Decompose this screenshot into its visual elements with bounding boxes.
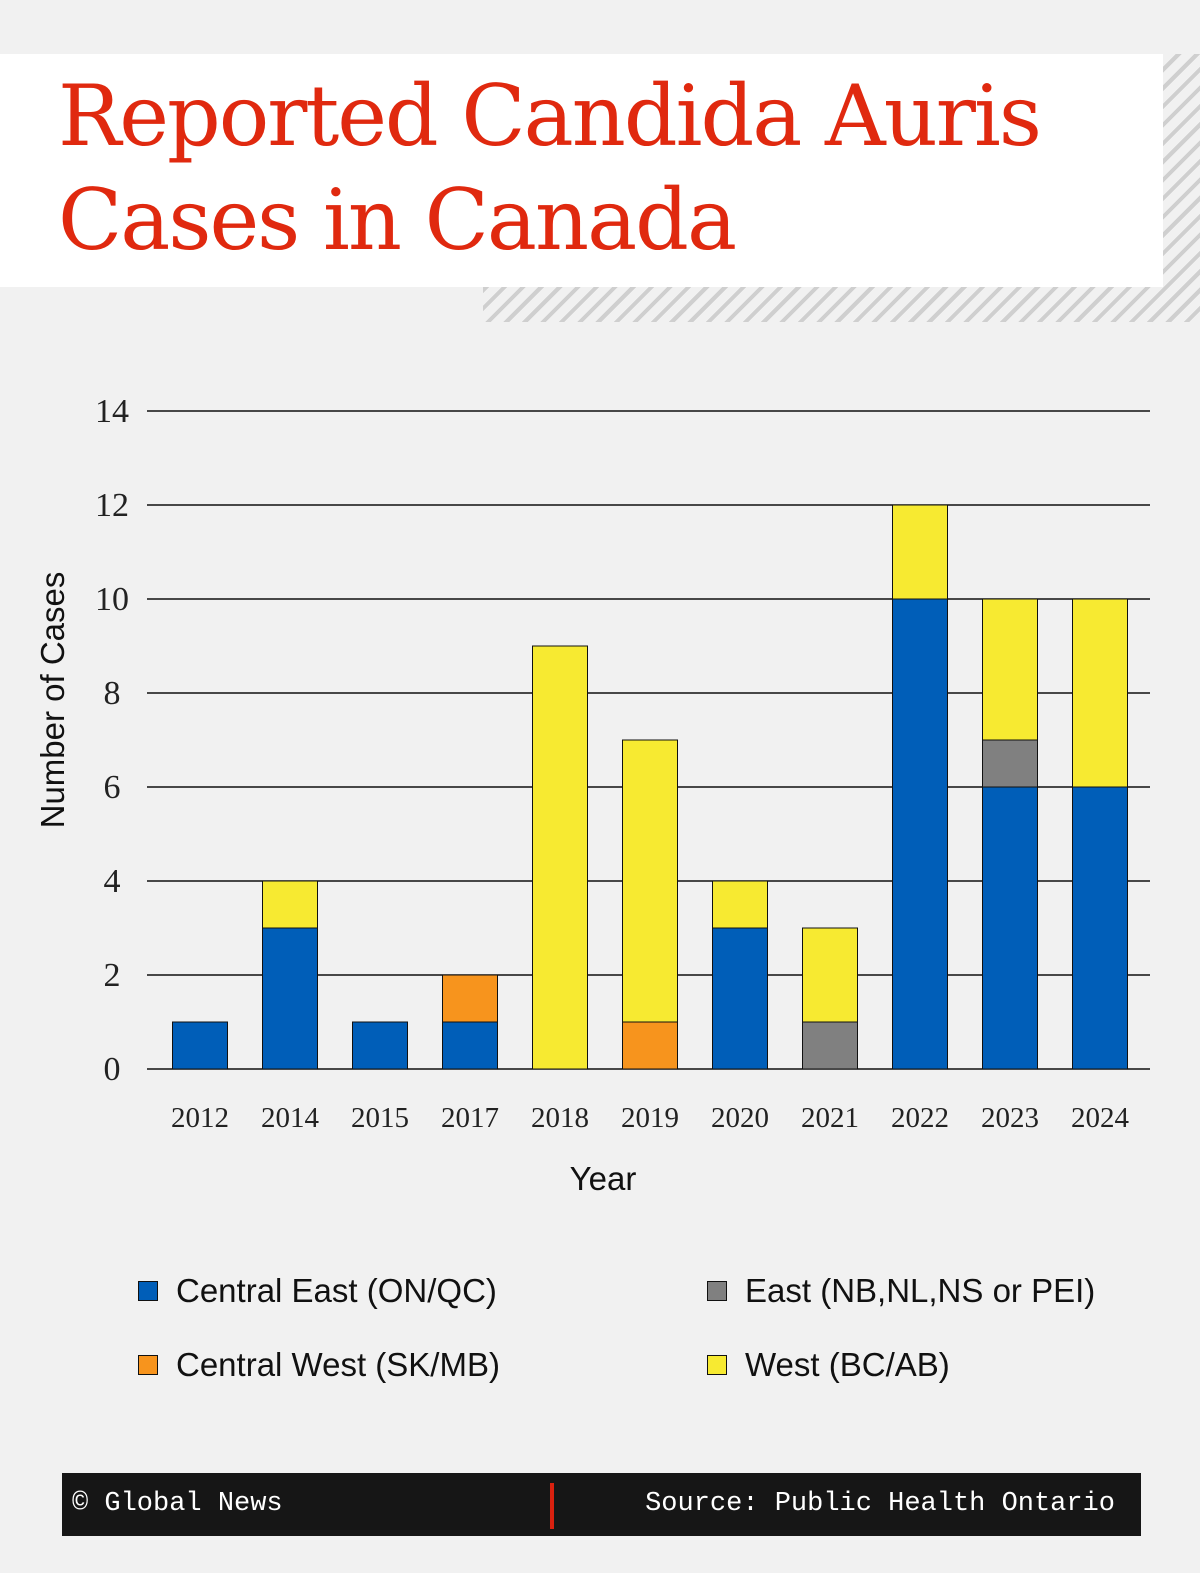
legend-swatch xyxy=(138,1355,158,1375)
bar-2019-series-1 xyxy=(622,1021,678,1070)
credit: © Global News xyxy=(72,1489,283,1519)
bar-2024-series-0 xyxy=(1072,786,1128,1070)
y-tick-label: 8 xyxy=(104,675,121,712)
x-tick-label: 2015 xyxy=(351,1102,409,1134)
bar-2014-series-0 xyxy=(262,927,318,1070)
x-tick-label: 2019 xyxy=(621,1102,679,1134)
y-tick-label: 14 xyxy=(95,393,129,430)
y-tick-label: 10 xyxy=(95,581,129,618)
y-tick-label: 4 xyxy=(104,863,121,900)
x-tick-label: 2012 xyxy=(171,1102,229,1134)
y-tick-label: 0 xyxy=(104,1051,121,1088)
x-tick-label: 2018 xyxy=(531,1102,589,1134)
title-box xyxy=(0,54,1163,287)
bar-2018-series-3 xyxy=(532,645,588,1070)
legend-label: Central East (ON/QC) xyxy=(176,1272,497,1309)
chart: 0 2 4 6 8 10 12 14 2012 2014 2015 2017 2018 2019 2020… xyxy=(34,393,1150,1197)
bar-2017-series-0 xyxy=(442,1021,498,1070)
legend-item-central-east: Central East (ON/QC) xyxy=(138,1272,497,1310)
legend-swatch xyxy=(707,1355,727,1375)
x-tick-label: 2021 xyxy=(801,1102,859,1134)
x-tick-label: 2020 xyxy=(711,1102,769,1134)
x-axis-label: Year xyxy=(570,1160,637,1197)
bar-2021-series-2 xyxy=(802,1021,858,1070)
bar-2020-series-0 xyxy=(712,927,768,1070)
legend-item-west: West (BC/AB) xyxy=(707,1346,950,1384)
bar-2023-series-3 xyxy=(982,598,1038,741)
bar-2015-series-0 xyxy=(352,1021,408,1070)
x-tick-label: 2017 xyxy=(441,1102,499,1134)
bar-2019-series-3 xyxy=(622,739,678,1023)
x-tick-label: 2024 xyxy=(1071,1102,1130,1134)
x-tick-label: 2014 xyxy=(261,1102,320,1134)
source: Source: Public Health Ontario xyxy=(645,1489,1115,1519)
legend-label: East (NB,NL,NS or PEI) xyxy=(745,1272,1096,1309)
legend-item-east: East (NB,NL,NS or PEI) xyxy=(707,1272,1095,1310)
y-tick-label: 6 xyxy=(104,769,121,806)
bar-2022-series-3 xyxy=(892,504,948,600)
bar-2023-series-0 xyxy=(982,786,1038,1070)
bar-2024-series-3 xyxy=(1072,598,1128,788)
x-tick-label: 2022 xyxy=(891,1102,949,1134)
bar-2022-series-0 xyxy=(892,598,948,1070)
bar-2021-series-3 xyxy=(802,927,858,1023)
legend-label: West (BC/AB) xyxy=(745,1346,950,1383)
footer-divider xyxy=(550,1483,554,1529)
legend-swatch xyxy=(707,1281,727,1301)
bar-2012-series-0 xyxy=(172,1021,228,1070)
bar-2020-series-3 xyxy=(712,880,768,929)
y-axis-label: Number of Cases xyxy=(34,572,71,829)
bar-2014-series-3 xyxy=(262,880,318,929)
bar-2023-series-2 xyxy=(982,739,1038,788)
y-tick-label: 12 xyxy=(95,487,129,524)
legend-swatch xyxy=(138,1281,158,1301)
legend-label: Central West (SK/MB) xyxy=(176,1346,500,1383)
footer: © Global News Source: Public Health Onta… xyxy=(62,1473,1141,1536)
bar-2017-series-1 xyxy=(442,974,498,1023)
chart-title: Reported Candida Auris Cases in Canada xyxy=(58,67,1042,269)
legend-item-central-west: Central West (SK/MB) xyxy=(138,1346,500,1384)
y-tick-label: 2 xyxy=(104,957,121,994)
x-tick-label: 2023 xyxy=(981,1102,1039,1134)
